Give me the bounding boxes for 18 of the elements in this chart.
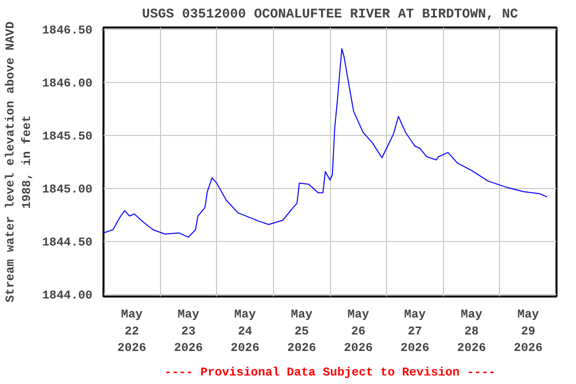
x-tick-label: May 27 2026 — [400, 308, 430, 356]
x-tick-label: May 29 2026 — [514, 308, 543, 356]
y-tick-label: 1846.50 — [42, 24, 93, 38]
chart-title: USGS 03512000 OCONALUFTEE RIVER AT BIRDTOWN, NC — [142, 8, 518, 22]
x-tick-label: May 23 2026 — [174, 308, 203, 356]
y-axis-title: Stream water level elevation above NAVD 1988, in feet — [3, 22, 34, 302]
y-tick-label: 1845.50 — [42, 130, 93, 144]
y-tick-label: 1846.00 — [42, 76, 93, 91]
y-tick-label: 1845.00 — [42, 182, 93, 196]
line-series — [104, 48, 548, 238]
y-tick-label: 1844.00 — [42, 288, 93, 302]
y-tick-label: 1844.50 — [42, 235, 93, 250]
x-tick-label: May 28 2026 — [457, 308, 486, 356]
text: ---- Provisional Data Subject to Revision ---- — [164, 366, 496, 380]
x-tick-label: May 26 2026 — [344, 308, 373, 356]
x-tick-label: May 24 2026 — [230, 308, 260, 356]
x-tick-label: May 25 2026 — [287, 308, 316, 356]
x-tick-label: May 22 2026 — [117, 308, 146, 356]
